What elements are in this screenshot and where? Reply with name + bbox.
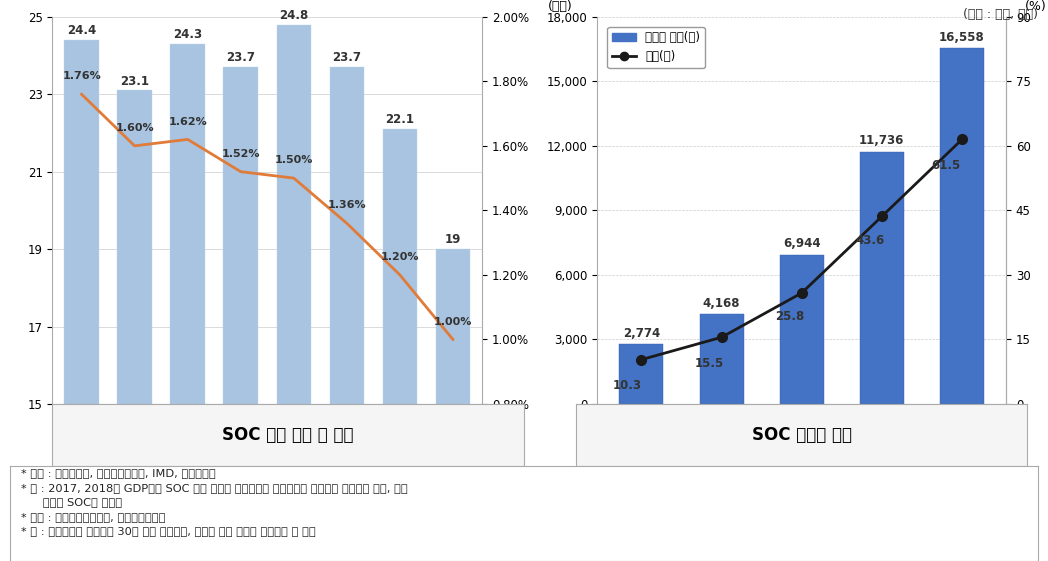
Bar	[859, 151, 903, 404]
Bar	[383, 129, 417, 561]
Bar	[436, 249, 471, 561]
Text: 61.5: 61.5	[932, 159, 961, 172]
Text: SOC 예산 현황 및 전망: SOC 예산 현황 및 전망	[222, 426, 354, 444]
Bar	[329, 67, 364, 561]
Bar	[619, 344, 663, 404]
Text: 23.7: 23.7	[226, 52, 256, 65]
Text: 23.7: 23.7	[332, 52, 362, 65]
Text: 1.76%: 1.76%	[62, 71, 101, 81]
Text: 1.60%: 1.60%	[115, 123, 154, 133]
Text: 16,558: 16,558	[939, 30, 985, 44]
Legend: SOC 예산, GDP 대비 SOC 예산: SOC 예산, GDP 대비 SOC 예산	[152, 445, 383, 468]
Text: 22.1: 22.1	[386, 113, 414, 126]
Text: 1.62%: 1.62%	[169, 117, 208, 127]
Text: 1.52%: 1.52%	[221, 149, 260, 159]
Text: 24.3: 24.3	[173, 28, 202, 41]
Bar	[223, 67, 258, 561]
Text: 4,168: 4,168	[703, 297, 740, 310]
Text: 15.5: 15.5	[695, 357, 724, 370]
Text: 2,774: 2,774	[623, 327, 660, 340]
Text: 10.3: 10.3	[612, 379, 641, 392]
Bar	[64, 40, 99, 561]
Bar	[700, 314, 744, 404]
Text: 25.8: 25.8	[776, 310, 804, 323]
Text: 24.4: 24.4	[67, 24, 96, 38]
Text: 1.50%: 1.50%	[275, 155, 313, 165]
Text: 1.00%: 1.00%	[434, 316, 472, 327]
Text: 6,944: 6,944	[783, 237, 821, 250]
Text: 43.6: 43.6	[855, 233, 885, 247]
Bar	[277, 25, 311, 561]
Text: 1.20%: 1.20%	[380, 252, 419, 262]
Text: (%): (%)	[1025, 0, 1047, 13]
Text: (단위 : 조원, 순위): (단위 : 조원, 순위)	[962, 8, 1038, 21]
Text: * 자료 : 기획재정부, 현대경제연구원, IMD, 국토교통부
* 주 : 2017, 2018년 GDP대비 SOC 예산 비중은 기획재정부 경잠성장률: * 자료 : 기획재정부, 현대경제연구원, IMD, 국토교통부 * 주 : …	[21, 468, 408, 536]
Text: SOC 노후화 전망: SOC 노후화 전망	[751, 426, 852, 444]
Text: 24.8: 24.8	[279, 9, 308, 22]
Text: 19: 19	[444, 233, 461, 246]
Text: 11,736: 11,736	[859, 134, 904, 147]
Bar	[117, 90, 152, 561]
Bar	[171, 44, 205, 561]
Bar	[940, 48, 984, 404]
Text: 1.36%: 1.36%	[327, 200, 366, 210]
Bar	[780, 255, 824, 404]
Text: 23.1: 23.1	[121, 75, 149, 88]
Legend: 노후화 시설(좌), 비중(우): 노후화 시설(좌), 비중(우)	[608, 26, 705, 68]
Text: (개소): (개소)	[548, 0, 573, 13]
